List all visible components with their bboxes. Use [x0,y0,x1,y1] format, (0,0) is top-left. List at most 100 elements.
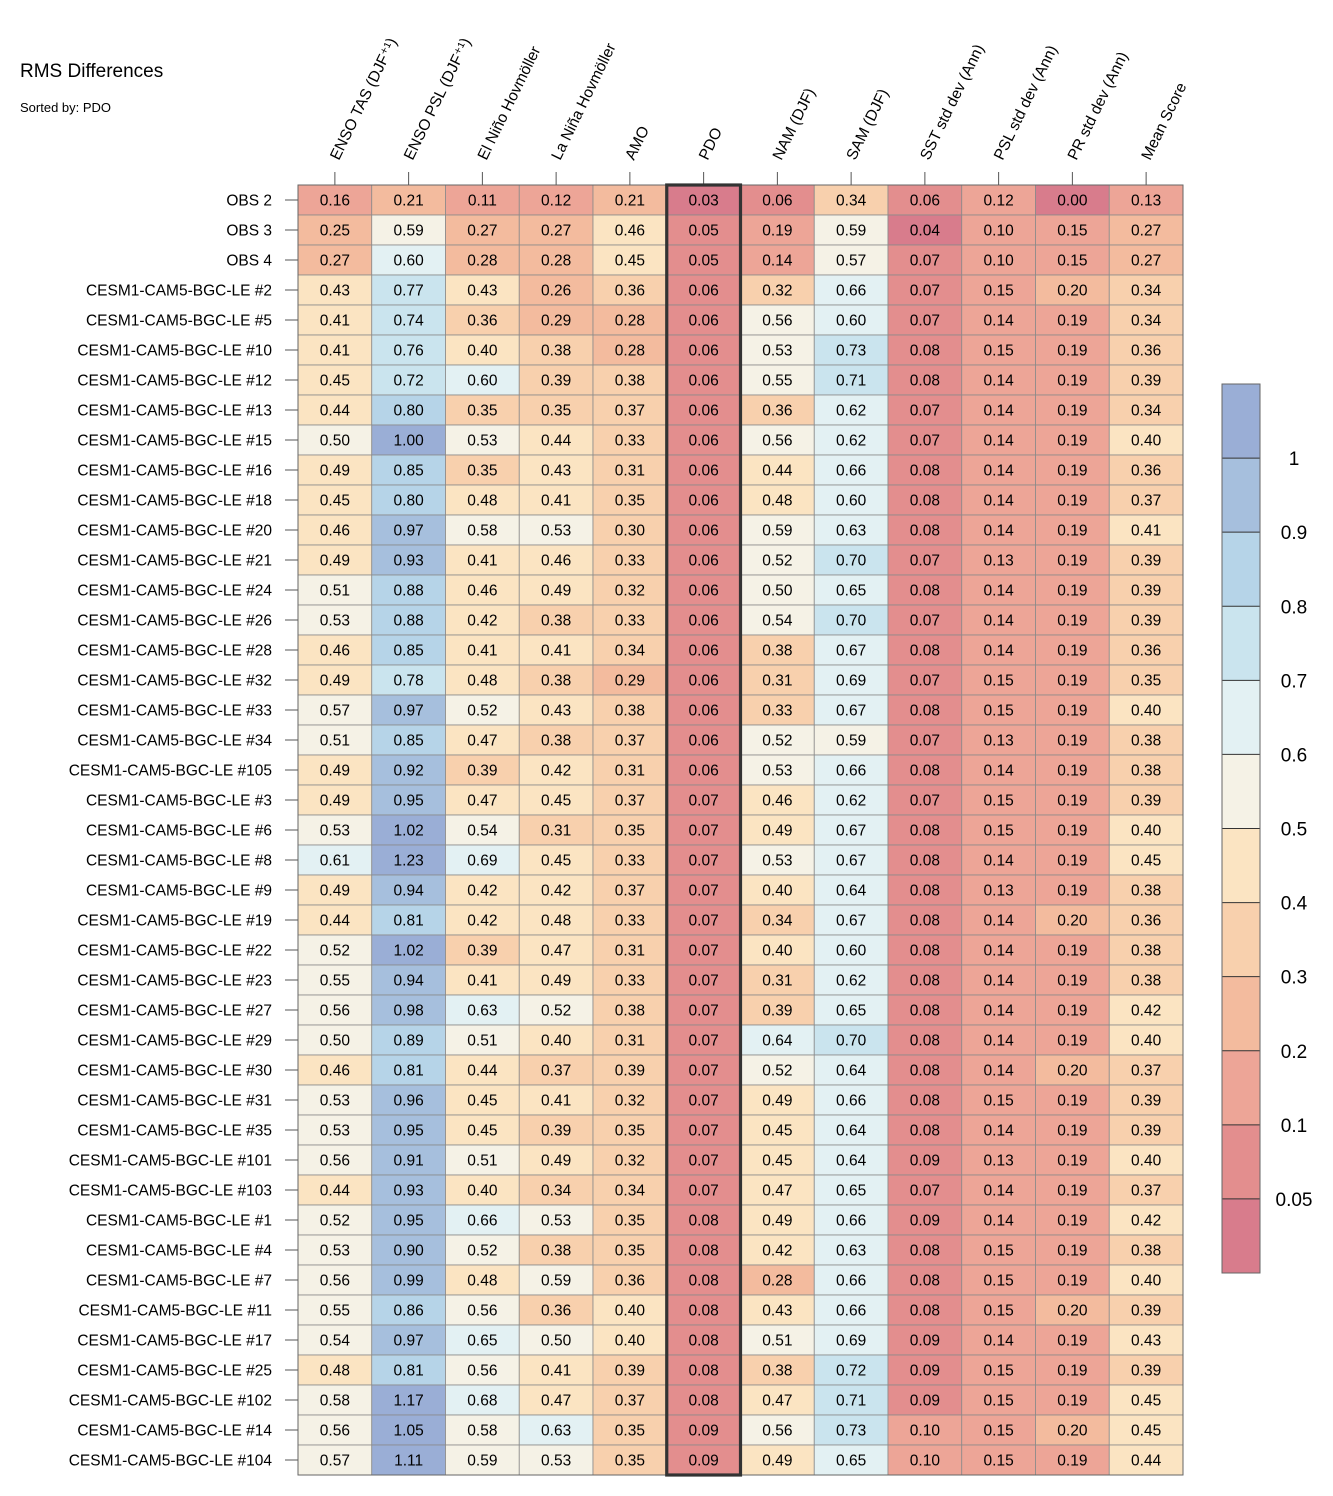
cell-value: 0.35 [541,403,571,420]
cell-value: 0.37 [615,883,645,900]
colorbar-swatch [1222,532,1260,607]
cell-value: 0.09 [910,1213,940,1230]
cell-value: 0.14 [984,1213,1015,1230]
heatmap-cell [371,934,446,966]
cell-value: 1.11 [394,1453,423,1470]
heatmap-cell [813,214,889,246]
cell-value: 0.51 [320,733,350,750]
cell-value: 0.42 [467,883,497,900]
heatmap-cell [1108,214,1184,246]
heatmap-cell [961,604,1036,636]
cell-value: 0.53 [320,1243,350,1260]
cell-value: 0.60 [836,493,867,510]
cell-value: 0.08 [910,913,940,930]
cell-value: 0.53 [541,1213,571,1230]
heatmap-cell [740,724,815,756]
cell-value: 0.37 [1131,493,1161,510]
cell-value: 0.20 [1057,913,1088,930]
cell-value: 0.08 [910,1093,940,1110]
cell-value: 0.38 [1131,883,1161,900]
cell-value: 0.35 [615,823,645,840]
cell-value: 0.07 [689,943,719,960]
heatmap-cell [1108,874,1184,906]
cell-value: 1.02 [394,823,424,840]
heatmap-cell [887,1324,963,1356]
heatmap-cell [813,1054,889,1086]
cell-value: 0.19 [1057,793,1087,810]
cell-value: 0.36 [615,283,645,300]
row-label: CESM1-CAM5-BGC-LE #104 [69,1453,273,1470]
cell-value: 0.08 [910,343,940,360]
cell-value: 0.45 [1131,1393,1161,1410]
heatmap-cell [445,604,520,636]
heatmap-cell [1108,394,1184,426]
heatmap-cell [592,1174,668,1206]
cell-value: 0.73 [836,1423,866,1440]
cell-value: 0.35 [615,1213,645,1230]
heatmap-cell [961,424,1036,456]
row-label: CESM1-CAM5-BGC-LE #29 [77,1033,272,1050]
cell-value: 0.15 [984,703,1014,720]
heatmap-cell [592,1354,668,1386]
cell-value: 0.08 [689,1333,719,1350]
heatmap-cell [813,574,889,606]
heatmap-cell [1035,1444,1110,1476]
heatmap-cell [297,394,373,426]
cell-value: 0.45 [541,853,571,870]
cell-value: 0.06 [689,673,719,690]
heatmap-cell [297,484,373,516]
cell-value: 0.57 [320,1453,350,1470]
cell-value: 0.64 [836,1123,867,1140]
cell-value: 0.07 [689,913,719,930]
cell-value: 0.39 [1131,1123,1161,1140]
heatmap-cell [887,1024,963,1056]
heatmap-cell [518,214,594,246]
heatmap-cell [445,424,520,456]
cell-value: 0.14 [984,1003,1015,1020]
cell-value: 0.36 [541,1303,571,1320]
heatmap-cells: 0.16 0.21 0.11 0.12 0.21 0.03 0.06 0.34 0.06 0.12… [297,184,1184,1476]
cell-value: 0.62 [836,793,866,810]
heatmap-cell [813,754,889,786]
heatmap-cell [887,514,963,546]
cell-value: 0.60 [836,313,867,330]
cell-value: 0.31 [615,763,645,780]
cell-value: 0.06 [689,523,719,540]
cell-value: 0.41 [541,493,571,510]
row-label: CESM1-CAM5-BGC-LE #26 [77,613,272,630]
heatmap-cell [518,544,594,576]
cell-value: 0.68 [467,1393,497,1410]
heatmap-cell [887,1084,963,1116]
cell-value: 0.04 [910,223,941,240]
cell-value: 0.53 [762,343,792,360]
cell-value: 0.07 [910,283,940,300]
heatmap-cell [518,694,594,726]
row-label: CESM1-CAM5-BGC-LE #25 [77,1363,272,1380]
cell-value: 0.39 [467,943,497,960]
cell-value: 0.51 [467,1153,497,1170]
cell-value: 0.07 [910,793,940,810]
cell-value: 0.53 [320,1093,350,1110]
heatmap-cell [1035,1294,1110,1326]
heatmap-cell [371,214,446,246]
cell-value: 0.66 [467,1213,497,1230]
cell-value: 0.95 [394,1213,424,1230]
cell-value: 0.49 [762,1213,792,1230]
cell-value: 0.58 [467,523,497,540]
cell-value: 0.49 [762,1093,792,1110]
cell-value: 0.52 [541,1003,571,1020]
cell-value: 0.13 [984,553,1014,570]
cell-value: 0.08 [910,883,940,900]
cell-value: 0.06 [689,463,719,480]
heatmap-cell [518,964,594,996]
cell-value: 0.35 [615,493,645,510]
row-label: CESM1-CAM5-BGC-LE #18 [77,493,272,510]
cell-value: 0.07 [689,883,719,900]
cell-value: 0.55 [320,1303,350,1320]
heatmap-cell [887,994,963,1026]
cell-value: 0.19 [1057,973,1087,990]
cell-value: 0.20 [1057,1423,1088,1440]
cell-value: 0.97 [394,523,424,540]
heatmap-cell [666,1414,741,1446]
